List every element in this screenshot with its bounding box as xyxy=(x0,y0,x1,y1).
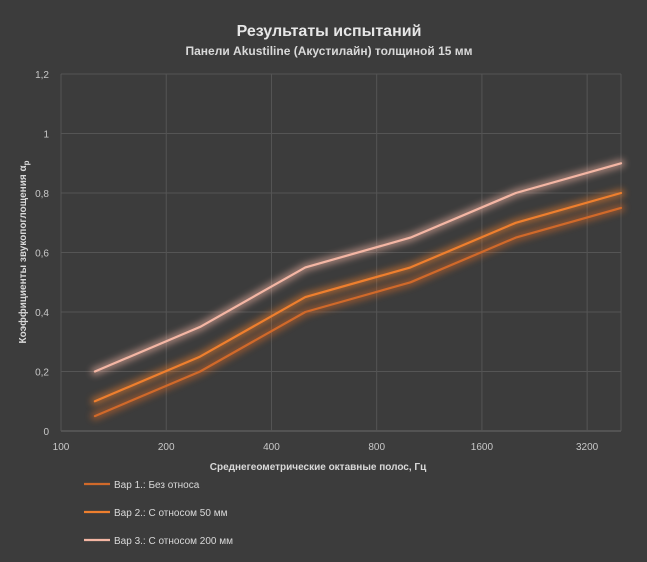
y-tick-label: 0,6 xyxy=(35,249,49,260)
y-axis-title: Коэффициенты звукопоглощения αр xyxy=(17,160,31,343)
x-axis-title: Среднегеометрические октавные полос, Гц xyxy=(210,462,427,473)
x-tick-label: 400 xyxy=(263,442,280,453)
y-tick-label: 1 xyxy=(43,130,49,141)
y-axis-title-subscript: р xyxy=(22,160,31,165)
x-tick-label: 100 xyxy=(53,442,70,453)
legend-label: Вар 3.: С относом 200 мм xyxy=(114,536,233,547)
series-2-line xyxy=(93,191,623,403)
y-tick-label: 0,8 xyxy=(35,189,49,200)
series-3-line xyxy=(93,162,623,373)
legend: Вар 1.: Без относа Вар 2.: С относом 50 м… xyxy=(84,480,233,547)
series-glow xyxy=(90,159,625,421)
y-tick-label: 0 xyxy=(43,427,49,438)
x-tick-label: 200 xyxy=(158,442,175,453)
series-lines xyxy=(93,162,623,418)
chart-title: Результаты испытаний xyxy=(237,23,422,40)
y-axis-title-main: Коэффициенты звукопоглощения α xyxy=(17,165,29,344)
x-tick-label: 1600 xyxy=(471,442,494,453)
legend-label: Вар 1.: Без относа xyxy=(114,480,200,491)
chart-subtitle: Панели Akustiline (Акустилайн) толщиной … xyxy=(185,44,472,58)
series-3-glow xyxy=(90,159,625,376)
series-1-line xyxy=(93,206,623,418)
y-tick-label: 1,2 xyxy=(35,70,49,81)
gridlines xyxy=(60,73,622,432)
x-tick-label: 3200 xyxy=(576,442,599,453)
axis-ticks: 0 0,2 0,4 0,6 0,8 1 1,2 100 200 400 800 1600 3200 xyxy=(35,70,599,453)
y-tick-label: 0,4 xyxy=(35,308,49,319)
x-tick-label: 800 xyxy=(368,442,385,453)
y-tick-label: 0,2 xyxy=(35,368,49,379)
legend-label: Вар 2.: С относом 50 мм xyxy=(114,508,228,519)
